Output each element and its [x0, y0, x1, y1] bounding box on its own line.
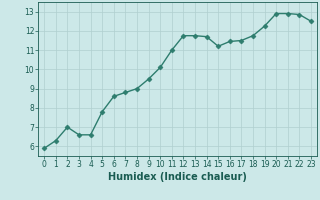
X-axis label: Humidex (Indice chaleur): Humidex (Indice chaleur) — [108, 172, 247, 182]
